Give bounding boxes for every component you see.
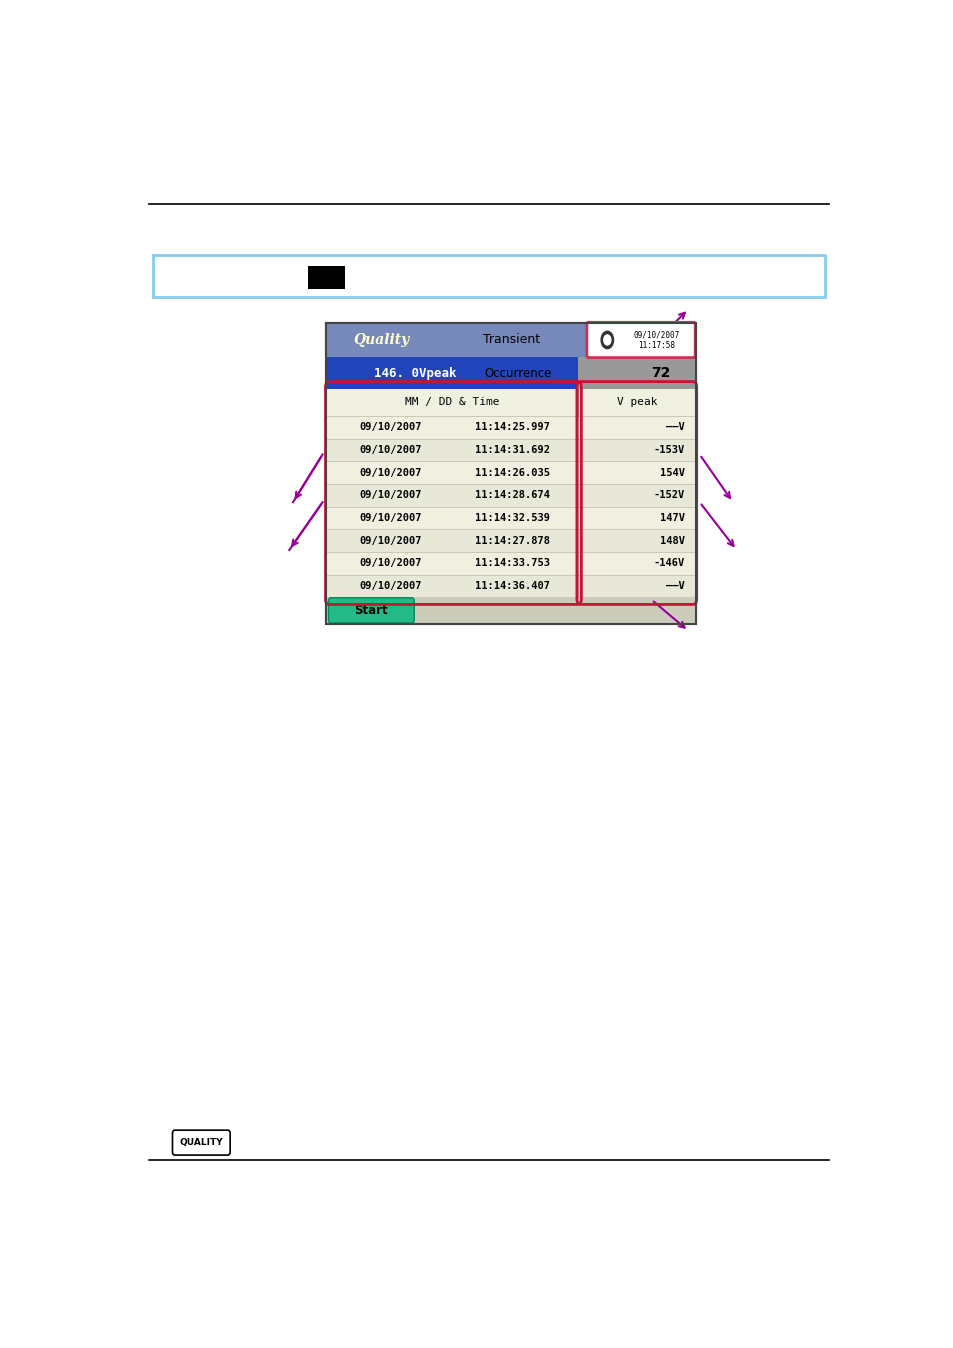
Bar xyxy=(326,597,696,624)
Bar xyxy=(326,388,696,417)
Text: Occurrence: Occurrence xyxy=(484,367,552,380)
Text: 09/10/2007: 09/10/2007 xyxy=(359,512,422,523)
Text: 147V: 147V xyxy=(659,512,684,523)
Text: ——V: ——V xyxy=(665,581,684,590)
Bar xyxy=(578,357,696,388)
Text: 11:14:36.407: 11:14:36.407 xyxy=(475,581,550,590)
Text: ——V: ——V xyxy=(665,422,684,433)
Text: Transient: Transient xyxy=(482,333,539,346)
Text: 09/10/2007: 09/10/2007 xyxy=(359,422,422,433)
Text: 148V: 148V xyxy=(659,535,684,546)
Text: 09/10/2007: 09/10/2007 xyxy=(359,445,422,454)
Text: Start: Start xyxy=(355,604,388,617)
Text: -146V: -146V xyxy=(653,558,684,569)
Text: 11:14:33.753: 11:14:33.753 xyxy=(475,558,550,569)
Text: Quality: Quality xyxy=(354,333,410,346)
Text: 09/10/2007: 09/10/2007 xyxy=(359,468,422,477)
Bar xyxy=(326,530,696,551)
Text: 11:14:25.997: 11:14:25.997 xyxy=(475,422,550,433)
Bar xyxy=(326,551,696,574)
Circle shape xyxy=(600,332,613,349)
Bar xyxy=(326,484,696,507)
Text: 09/10/2007: 09/10/2007 xyxy=(359,535,422,546)
Bar xyxy=(326,322,696,624)
FancyBboxPatch shape xyxy=(586,322,695,357)
Bar xyxy=(326,438,696,461)
Bar xyxy=(326,322,696,357)
Text: 09/10/2007: 09/10/2007 xyxy=(359,558,422,569)
Bar xyxy=(326,417,696,438)
Text: 11:14:32.539: 11:14:32.539 xyxy=(475,512,550,523)
Text: -153V: -153V xyxy=(653,445,684,454)
Text: 11:14:26.035: 11:14:26.035 xyxy=(475,468,550,477)
Text: 09/10/2007: 09/10/2007 xyxy=(359,491,422,500)
Bar xyxy=(326,357,577,388)
Text: 09/10/2007
11:17:58: 09/10/2007 11:17:58 xyxy=(633,330,679,349)
Text: MM / DD & Time: MM / DD & Time xyxy=(404,398,498,407)
Text: V peak: V peak xyxy=(616,398,657,407)
Text: 11:14:28.674: 11:14:28.674 xyxy=(475,491,550,500)
Text: -152V: -152V xyxy=(653,491,684,500)
Bar xyxy=(326,461,696,484)
Bar xyxy=(152,255,824,297)
Bar xyxy=(326,507,696,530)
Circle shape xyxy=(603,334,610,345)
Text: QUALITY: QUALITY xyxy=(179,1138,223,1147)
Text: 72: 72 xyxy=(650,367,669,380)
Text: 11:14:27.878: 11:14:27.878 xyxy=(475,535,550,546)
Text: 09/10/2007: 09/10/2007 xyxy=(359,581,422,590)
Text: 146. 0Vpeak: 146. 0Vpeak xyxy=(374,367,456,380)
Bar xyxy=(326,574,696,597)
Bar xyxy=(308,266,344,290)
Bar xyxy=(326,322,696,624)
FancyBboxPatch shape xyxy=(328,597,414,623)
Text: 154V: 154V xyxy=(659,468,684,477)
Text: 11:14:31.692: 11:14:31.692 xyxy=(475,445,550,454)
FancyBboxPatch shape xyxy=(172,1130,230,1155)
